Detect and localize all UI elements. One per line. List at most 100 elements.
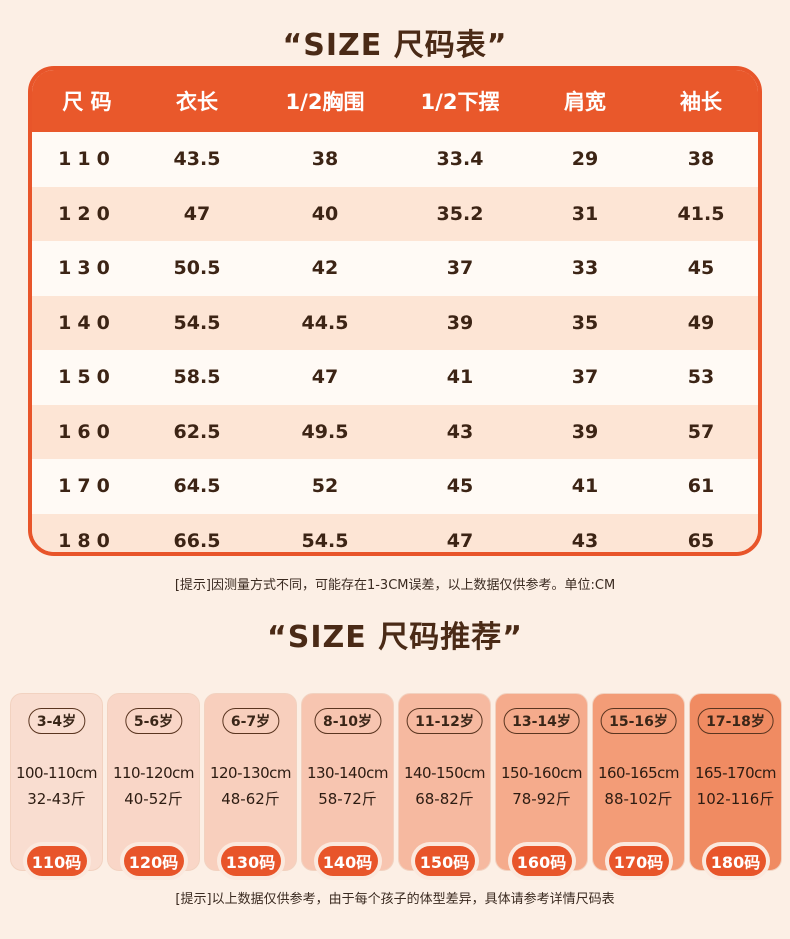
cell-shoulder: 37 [571,366,599,389]
size-chart-title: “SIZE 尺码表” [282,28,508,63]
recommend-card: 15-16岁 160-165cm 88-102斤 170码 [592,693,685,876]
cell-shoulder: 43 [571,529,599,552]
header-length: 衣长 [176,90,218,114]
cell-sleeve: 41.5 [677,202,725,225]
cell-hem: 43 [446,420,474,443]
cell-shoulder: 29 [571,148,599,171]
cell-shoulder: 35 [571,311,599,334]
height-range: 165-170cm [694,764,777,782]
table-row: 110 43.5 38 33.4 29 38 [32,132,758,187]
cell-chest: 40 [311,202,339,225]
size-badge: 180码 [705,846,766,876]
height-range: 100-110cm [15,764,98,782]
cell-length: 66.5 [173,529,221,552]
cell-sleeve: 38 [687,148,715,171]
recommend-card: 13-14岁 150-160cm 78-92斤 160码 [495,693,588,876]
cell-hem: 35.2 [436,202,484,225]
age-pill: 11-12岁 [406,708,483,734]
cell-size: 130 [58,257,116,280]
size-badge: 110码 [26,846,87,876]
recommend-card: 6-7岁 120-130cm 48-62斤 130码 [204,693,297,876]
height-range: 150-160cm [500,764,583,782]
header-size: 尺 码 [62,90,112,114]
size-badge: 170码 [608,846,669,876]
size-table-header: 尺 码 衣长 1/2胸围 1/2下摆 肩宽 袖长 [32,70,758,132]
cell-size: 120 [58,202,116,225]
cell-shoulder: 39 [571,420,599,443]
age-pill: 8-10岁 [313,708,382,734]
cell-length: 54.5 [173,311,221,334]
cell-shoulder: 33 [571,257,599,280]
table-row: 160 62.5 49.5 43 39 57 [32,404,758,459]
weight-range: 68-82斤 [415,790,474,808]
cell-size: 150 [58,366,116,389]
weight-range: 88-102斤 [604,790,673,808]
age-pill: 6-7岁 [221,708,280,734]
cell-hem: 33.4 [436,148,484,171]
header-chest: 1/2胸围 [285,90,365,114]
cell-shoulder: 41 [571,475,599,498]
cell-chest: 42 [311,257,339,280]
cell-length: 64.5 [173,475,221,498]
size-badge: 140码 [317,846,378,876]
cell-length: 62.5 [173,420,221,443]
cell-hem: 39 [446,311,474,334]
age-pill: 3-4岁 [27,708,86,734]
size-badge: 160码 [511,846,572,876]
table-row: 180 66.5 54.5 47 43 65 [32,513,758,552]
size-badge: 130码 [220,846,281,876]
cell-sleeve: 57 [687,420,715,443]
cell-hem: 47 [446,529,474,552]
recommend-card: 11-12岁 140-150cm 68-82斤 150码 [398,693,491,876]
weight-range: 40-52斤 [124,790,183,808]
age-pill: 15-16岁 [600,708,677,734]
measurement-note: [提示]因测量方式不同，可能存在1-3CM误差，以上数据仅供参考。单位:CM [174,578,616,593]
cell-size: 140 [58,311,116,334]
cell-size: 180 [58,529,116,552]
height-range: 120-130cm [209,764,292,782]
cell-sleeve: 49 [687,311,715,334]
cell-sleeve: 65 [687,529,715,552]
recommend-card: 3-4岁 100-110cm 32-43斤 110码 [10,693,103,876]
weight-range: 32-43斤 [27,790,86,808]
weight-range: 102-116斤 [696,790,775,808]
cell-chest: 44.5 [301,311,349,334]
age-pill: 5-6岁 [124,708,183,734]
cell-hem: 41 [446,366,474,389]
size-recommend-title: “SIZE 尺码推荐” [267,620,523,655]
recommend-note: [提示]以上数据仅供参考，由于每个孩子的体型差异，具体请参考详情尺码表 [175,892,615,907]
cell-chest: 38 [311,148,339,171]
header-shoulder: 肩宽 [564,90,606,114]
cell-hem: 45 [446,475,474,498]
size-badge: 150码 [414,846,475,876]
recommend-card: 5-6岁 110-120cm 40-52斤 120码 [107,693,200,876]
recommend-card: 8-10岁 130-140cm 58-72斤 140码 [301,693,394,876]
table-row: 170 64.5 52 45 41 61 [32,459,758,514]
height-range: 130-140cm [306,764,389,782]
cell-length: 47 [183,202,211,225]
cell-sleeve: 61 [687,475,715,498]
cell-length: 50.5 [173,257,221,280]
age-pill: 17-18岁 [697,708,774,734]
header-sleeve: 袖长 [680,90,722,114]
cell-chest: 47 [311,366,339,389]
height-range: 140-150cm [403,764,486,782]
table-row: 140 54.5 44.5 39 35 49 [32,295,758,350]
cell-chest: 49.5 [301,420,349,443]
table-row: 120 47 40 35.2 31 41.5 [32,186,758,241]
table-row: 130 50.5 42 37 33 45 [32,241,758,296]
cell-size: 170 [58,475,116,498]
cell-size: 160 [58,420,116,443]
recommend-cards: 3-4岁 100-110cm 32-43斤 110码 5-6岁 110-120cm 40-5… [10,693,782,876]
size-table-body: 110 43.5 38 33.4 29 38 120 47 40 35.2 31 41.5 130 50.… [32,132,758,552]
size-badge: 120码 [123,846,184,876]
cell-hem: 37 [446,257,474,280]
cell-chest: 54.5 [301,529,349,552]
table-row: 150 58.5 47 41 37 53 [32,350,758,405]
cell-length: 43.5 [173,148,221,171]
cell-size: 110 [58,148,116,171]
recommend-card: 17-18岁 165-170cm 102-116斤 180码 [689,693,782,876]
cell-length: 58.5 [173,366,221,389]
age-pill: 13-14岁 [503,708,580,734]
weight-range: 48-62斤 [221,790,280,808]
